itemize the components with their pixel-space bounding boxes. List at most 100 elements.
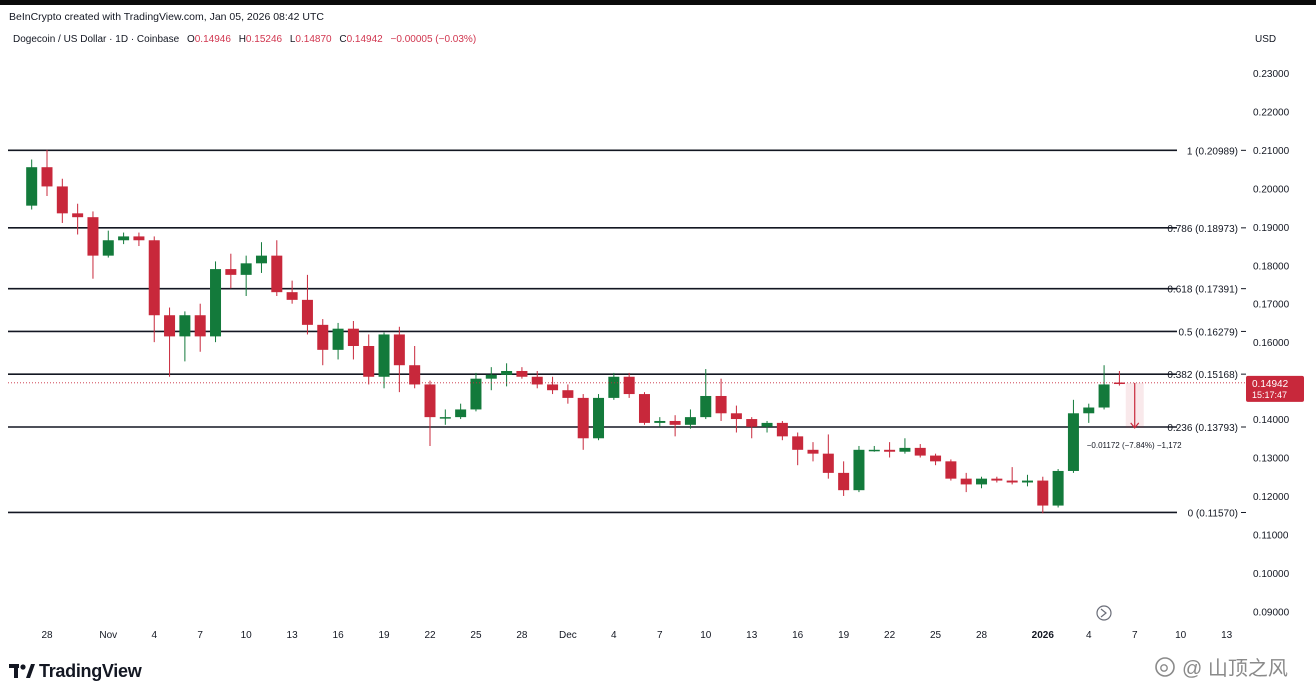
candle-bearish[interactable] [516,367,528,379]
candle-bearish[interactable] [547,376,559,395]
candle-bearish[interactable] [409,345,421,389]
candle-bullish[interactable] [485,367,497,391]
measure-arrow [1130,422,1140,429]
time-axis[interactable]: 28 Nov 4 7 10 13 16 19 22 25 28 Dec 4 7 10 13 16 19 22 25 28… [41,605,1233,641]
candle-bearish[interactable] [148,236,160,343]
candle-bearish[interactable] [225,253,237,289]
candle-bearish[interactable] [531,370,543,389]
candle-bearish[interactable] [884,442,896,458]
candle-body [26,167,38,206]
candle-bearish[interactable] [960,472,972,493]
candle-bullish[interactable] [378,332,390,389]
candle-bearish[interactable] [822,434,834,479]
candle-bearish[interactable] [945,459,957,481]
candle-bearish[interactable] [317,319,329,366]
watermark-text: @ 山顶之风 [1182,658,1288,680]
candle-countdown: 15:17:47 [1252,390,1287,400]
candle-bearish[interactable] [838,461,850,496]
candle-body [470,378,482,410]
candle-bearish[interactable] [807,442,819,462]
candle-bearish[interactable] [1113,370,1125,386]
candle-bullish[interactable] [976,476,988,489]
candle-bullish[interactable] [1021,474,1033,487]
candle-body [501,370,513,375]
candle-bullish[interactable] [1098,365,1110,410]
candle-bullish[interactable] [439,409,451,425]
candle-bearish[interactable] [1006,467,1018,485]
candle-bullish[interactable] [455,403,467,420]
candle-bearish[interactable] [41,149,53,197]
time-tick-label: 22 [424,630,436,641]
candle-bullish[interactable] [700,369,712,420]
candle-bullish[interactable] [1052,469,1064,508]
chart-credit: BeInCrypto created with TradingView.com,… [9,11,324,23]
candle-bullish[interactable] [868,445,880,452]
candle-bearish[interactable] [347,321,359,360]
candle-bullish[interactable] [608,372,620,400]
candle-bearish[interactable] [930,453,942,466]
candle-bearish[interactable] [638,392,650,425]
candle-body [684,417,696,425]
candle-body [332,328,344,350]
candle-bullish[interactable] [1083,403,1095,423]
candle-bearish[interactable] [72,203,84,235]
candle-bullish[interactable] [255,242,267,273]
candle-bearish[interactable] [286,280,298,304]
candle-bullish[interactable] [332,322,344,360]
candle-bearish[interactable] [730,405,742,433]
candle-bullish[interactable] [26,159,38,210]
candle-bearish[interactable] [424,380,436,446]
candle-bearish[interactable] [776,420,788,441]
candle-body [930,455,942,462]
close-label: C [339,34,347,45]
candle-bullish[interactable] [240,255,252,297]
candle-bullish[interactable] [899,438,911,454]
candle-body [593,397,605,439]
candle-bearish[interactable] [164,307,176,377]
candle-bullish[interactable] [853,445,865,493]
candle-bearish[interactable] [363,334,375,385]
price-axis[interactable]: 0.23000 0.22000 0.21000 0.20000 0.19000 0.180… [1246,69,1304,618]
candle-bearish[interactable] [562,384,574,404]
candle-body [317,324,329,350]
go-to-realtime-icon[interactable] [1096,605,1112,621]
candle-bearish[interactable] [746,417,758,439]
candle-bearish[interactable] [301,274,313,335]
candle-bearish[interactable] [393,326,405,393]
price-tick-label: 0.23000 [1253,69,1290,80]
candle-bearish[interactable] [56,178,68,223]
candle-bearish[interactable] [914,444,926,458]
candle-bearish[interactable] [194,303,206,352]
candle-bullish[interactable] [118,232,130,245]
candle-bearish[interactable] [623,372,635,398]
candle-bearish[interactable] [792,432,804,466]
candle-bearish[interactable] [715,378,727,421]
price-tick-label: 0.14000 [1253,415,1290,426]
candle-body [148,240,160,316]
price-tick-label: 0.16000 [1253,338,1290,349]
candle-bullish[interactable] [470,372,482,412]
fibonacci-retracement: 1 (0.20989) 0.786 (0.18973) 0.618 (0.17391… [8,146,1246,519]
candle-bullish[interactable] [102,230,114,258]
candle-bearish[interactable] [133,232,145,247]
candle-bullish[interactable] [684,409,696,429]
candle-bullish[interactable] [761,420,773,433]
candle-bullish[interactable] [593,394,605,441]
time-tick-label: 7 [197,630,203,641]
high-value: 0.15246 [245,34,283,45]
candle-body [133,236,145,241]
candle-bearish[interactable] [271,240,283,297]
candle-bearish[interactable] [577,394,589,450]
price-tick-label: 0.21000 [1253,146,1290,157]
candle-bullish[interactable] [179,311,191,362]
symbol-legend: Dogecoin / US Dollar · 1D · Coinbase O0.… [13,34,476,45]
candle-bearish[interactable] [669,415,681,437]
candle-bearish[interactable] [87,211,99,279]
candle-bearish[interactable] [991,476,1003,483]
currency-label[interactable]: USD [1255,34,1277,45]
candle-bearish[interactable] [1037,476,1049,514]
candle-bullish[interactable] [210,261,222,343]
candle-bullish[interactable] [654,417,666,427]
candle-bullish[interactable] [1067,399,1079,473]
